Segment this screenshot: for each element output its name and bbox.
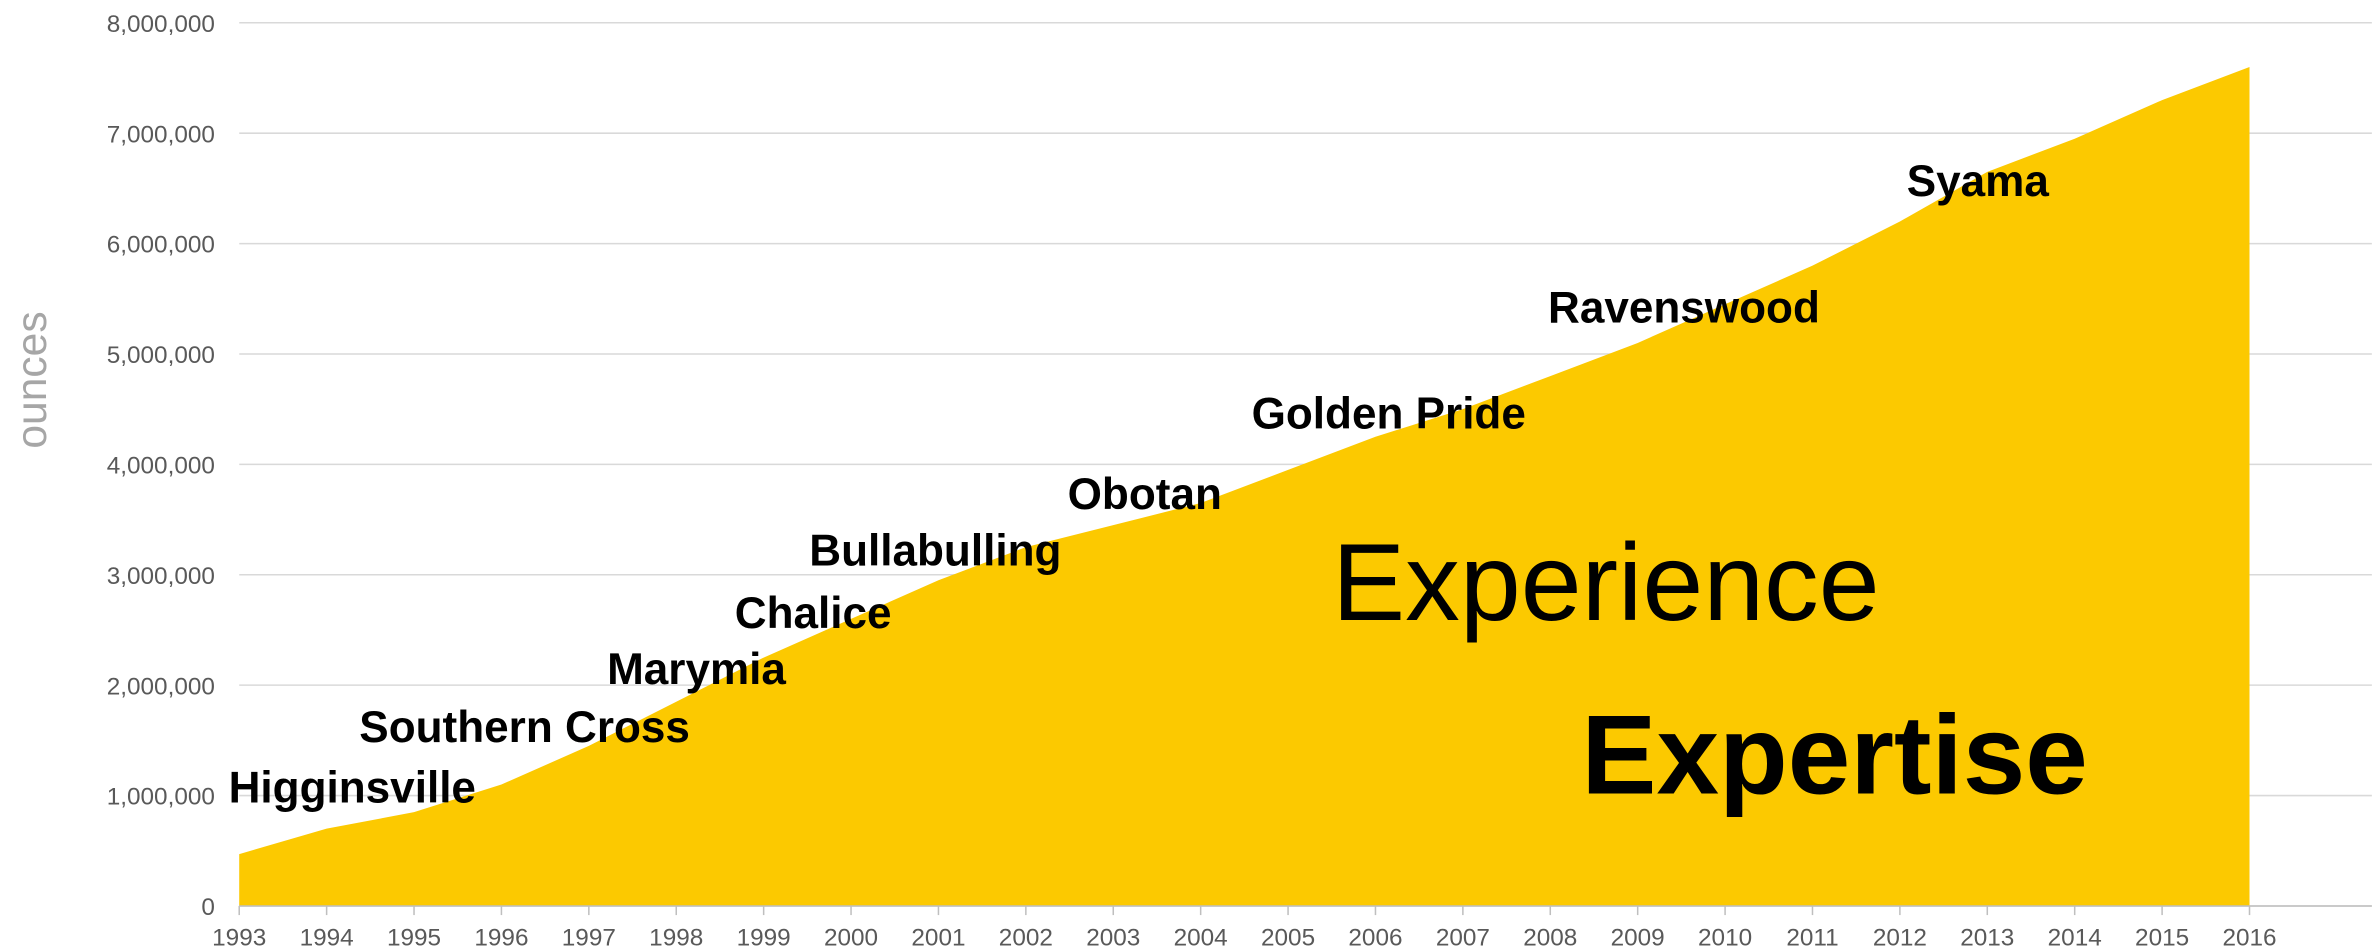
x-tick-label: 2009: [1611, 924, 1665, 947]
x-tick-label: 1993: [212, 924, 266, 947]
annotation: Chalice: [735, 589, 892, 638]
annotation: Obotan: [1068, 470, 1222, 519]
y-tick-label: 5,000,000: [107, 342, 215, 369]
y-tick-label: 6,000,000: [107, 232, 215, 259]
y-axis-label: ounces: [8, 311, 56, 448]
x-tick-label: 2007: [1436, 924, 1490, 947]
x-tick-label: 2002: [999, 924, 1053, 947]
x-tick-label: 2003: [1086, 924, 1140, 947]
x-tick-label: 2015: [2135, 924, 2189, 947]
y-tick-label: 7,000,000: [107, 121, 215, 148]
x-tick-label: 2010: [1698, 924, 1752, 947]
x-tick-label: 1996: [474, 924, 528, 947]
x-tick-label: 1994: [300, 924, 354, 947]
x-tick-label: 2014: [2048, 924, 2102, 947]
y-tick-label: 8,000,000: [107, 11, 215, 38]
area: [239, 66, 2250, 906]
y-tick-label: 2,000,000: [107, 673, 215, 700]
x-tick-label: 2000: [824, 924, 878, 947]
annotation: Higginsville: [229, 764, 476, 813]
y-tick-label: 4,000,000: [107, 452, 215, 479]
annotation: Ravenswood: [1548, 283, 1820, 332]
annotation: Syama: [1907, 157, 2050, 206]
x-tick-label: 2016: [2222, 924, 2276, 947]
x-tick-label: 1995: [387, 924, 441, 947]
y-tick-label: 3,000,000: [107, 563, 215, 590]
x-tick-label: 1997: [562, 924, 616, 947]
x-tick-label: 2001: [911, 924, 965, 947]
annotation: Golden Pride: [1252, 390, 1526, 439]
annotation: Marymia: [607, 645, 786, 694]
x-tick-label: 2013: [1960, 924, 2014, 947]
annotation: Bullabulling: [809, 526, 1061, 575]
annotation: Experience: [1332, 522, 1880, 644]
x-tick-label: 2008: [1523, 924, 1577, 947]
x-tick-label: 2006: [1348, 924, 1402, 947]
x-tick-label: 1999: [737, 924, 791, 947]
x-tick-label: 2004: [1174, 924, 1228, 947]
annotation: Southern Cross: [359, 703, 690, 752]
y-tick-label: 1,000,000: [107, 784, 215, 811]
x-tick-label: 2012: [1873, 924, 1927, 947]
x-tick-label: 1998: [649, 924, 703, 947]
x-tick-label: 2011: [1786, 924, 1838, 947]
x-tick-label: 2005: [1261, 924, 1315, 947]
y-tick-label: 0: [201, 894, 215, 921]
annotation: Expertise: [1581, 691, 2087, 817]
